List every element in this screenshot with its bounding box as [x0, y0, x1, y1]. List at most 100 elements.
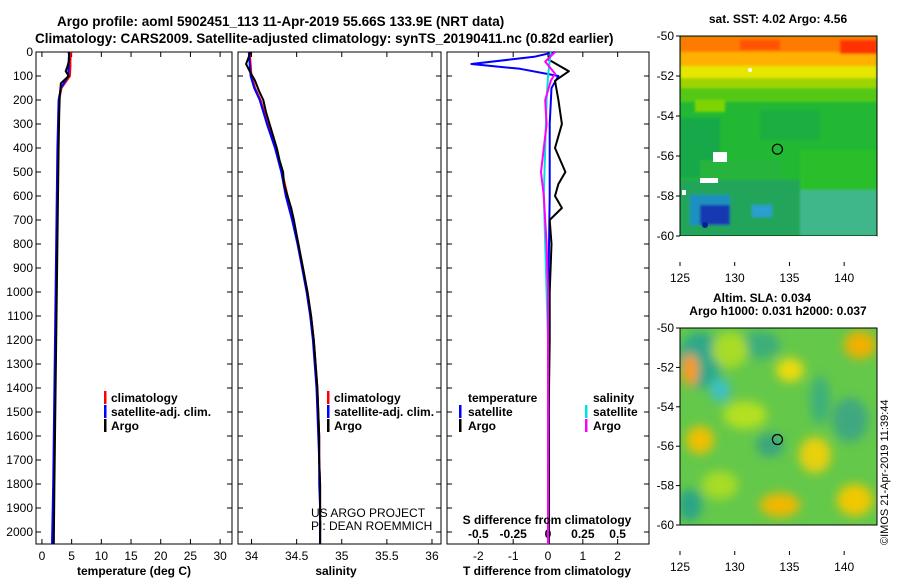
difference-panel: -2 -1 0 1 2 -0.5 -0.25 0 0.25 0.5 S difference f…	[446, 51, 650, 578]
x-tick-label: 1	[579, 549, 586, 563]
depth-tick-label: 1500	[6, 405, 33, 419]
legend-swatch-sal-argo	[585, 419, 588, 432]
salinity-axis-label: salinity	[315, 564, 357, 578]
legend-swatch-argo	[104, 419, 107, 432]
depth-tick-label: 2000	[6, 525, 33, 539]
s-difference-tick-label: 0.25	[571, 527, 595, 541]
x-tick-label: 25	[184, 549, 198, 563]
x-tick-label: 0	[545, 549, 552, 563]
sla-map-subtitle: Argo h1000: 0.031 h2000: 0.037	[689, 304, 867, 318]
temperature-legend: climatology satellite-adj. clim. Argo	[104, 391, 211, 433]
salinity-legend: climatology satellite-adj. clim. Argo	[327, 391, 434, 433]
legend-title-temperature: temperature	[468, 391, 538, 405]
depth-tick-label: 1400	[6, 381, 33, 395]
lat-tick-label: -52	[657, 360, 675, 374]
temperature-axis-ticks: 0 5 10 15 20 25 30	[39, 52, 227, 563]
sla-longitude-ticks: 125 130 135 140	[670, 551, 854, 574]
s-difference-tick-label: -0.5	[468, 527, 489, 541]
x-tick-label: 36	[425, 549, 439, 563]
lon-tick-label: 130	[725, 560, 745, 574]
difference-legend: temperature satellite Argo salinity sate…	[459, 391, 638, 433]
lat-tick-label: -60	[657, 518, 675, 532]
depth-tick-label: 500	[13, 165, 33, 179]
lat-tick-label: -54	[657, 400, 675, 414]
depth-tick-label: 300	[13, 117, 33, 131]
header-title-line-2: Climatology: CARS2009. Satellite-adjuste…	[35, 31, 613, 46]
salinity-panel: 34 34.5 35 35.5 36 salinity climatology sate…	[237, 51, 442, 578]
sst-map-blank-strip	[680, 236, 877, 266]
depth-tick-label: 700	[13, 213, 33, 227]
series-line-salinity-argo	[540, 51, 556, 544]
depth-tick-label: 200	[13, 93, 33, 107]
legend-label-temp-satellite: satellite	[468, 405, 513, 419]
legend-swatch-sal-satellite	[585, 405, 588, 418]
series-line-climatology	[248, 51, 322, 544]
x-tick-label: 34.5	[285, 549, 309, 563]
legend-swatch-satellite	[327, 405, 330, 418]
series-line-satellite-adj-clim-	[51, 51, 71, 545]
legend-title-salinity: salinity	[593, 391, 635, 405]
salinity-depth-ticks	[238, 51, 441, 533]
salinity-profile-lines	[245, 51, 322, 544]
legend-label-sal-argo: Argo	[593, 419, 621, 433]
lon-tick-label: 135	[779, 560, 799, 574]
sst-map-title: sat. SST: 4.02 Argo: 4.56	[709, 12, 848, 26]
x-tick-label: 20	[154, 549, 168, 563]
temperature-profile-lines	[51, 51, 72, 545]
imos-credit: ©IMOS 21-Apr-2019 11:39:44	[879, 400, 891, 545]
x-tick-label: 34	[245, 549, 259, 563]
sla-map-title: Altim. SLA: 0.034	[713, 291, 811, 305]
legend-label-climatology: climatology	[111, 391, 178, 405]
depth-tick-label: 1700	[6, 453, 33, 467]
sla-map-panel: Altim. SLA: 0.034 Argo h1000: 0.031 h200…	[657, 291, 878, 574]
temperature-panel: 0100200300400500600700800900100011001200…	[6, 45, 233, 578]
sst-longitude-ticks: 125 130 135 140	[670, 262, 854, 285]
depth-tick-label: 1300	[6, 357, 33, 371]
salinity-plot-frame	[237, 51, 442, 545]
series-line-argo	[52, 51, 71, 545]
depth-tick-label: 100	[13, 69, 33, 83]
sla-heatmap	[680, 328, 877, 525]
legend-label-temp-argo: Argo	[468, 419, 496, 433]
header-title-line-1: Argo profile: aoml 5902451_113 11-Apr-20…	[57, 14, 504, 29]
x-tick-label: 0	[39, 549, 46, 563]
legend-label-satellite: satellite-adj. clim.	[334, 405, 434, 419]
t-difference-axis-label: T difference from climatology	[463, 564, 631, 578]
s-difference-title: S difference from climatology	[463, 513, 632, 527]
sla-argo-location-marker	[771, 433, 784, 446]
lat-tick-label: -52	[657, 69, 675, 83]
depth-tick-label: 900	[13, 261, 33, 275]
legend-swatch-temp-argo	[459, 419, 462, 432]
lat-tick-label: -58	[657, 189, 675, 203]
depth-axis-ticks: 0 100 200 300 400 500 600 700 800 900 1000 1100 1200…	[6, 45, 232, 539]
depth-tick-label: 800	[13, 237, 33, 251]
sst-map-panel: sat. SST: 4.02 Argo: 4.56	[657, 12, 878, 285]
legend-label-argo: Argo	[111, 419, 139, 433]
sst-latitude-ticks: -50 -52 -54 -56 -58 -60	[657, 29, 680, 243]
lon-tick-label: 125	[670, 560, 690, 574]
credit-pi: PI: DEAN ROEMMICH	[311, 519, 432, 533]
sla-latitude-ticks: -50 -52 -54 -56 -58 -60	[657, 321, 680, 532]
lat-tick-label: -58	[657, 479, 675, 493]
x-tick-label: 15	[124, 549, 138, 563]
x-tick-label: 35.5	[375, 549, 399, 563]
legend-swatch-climatology	[327, 391, 330, 404]
lat-tick-label: -54	[657, 109, 675, 123]
x-tick-label: 5	[68, 549, 75, 563]
x-tick-label: -1	[508, 549, 519, 563]
sst-heatmap	[680, 36, 877, 236]
lon-tick-label: 130	[725, 271, 745, 285]
difference-profile-lines	[470, 51, 570, 545]
lon-tick-label: 125	[670, 271, 690, 285]
s-difference-tick-label: 0.5	[609, 527, 626, 541]
series-line-argo	[245, 51, 322, 544]
depth-tick-label: 1900	[6, 501, 33, 515]
depth-tick-label: 400	[13, 141, 33, 155]
depth-tick-label: 1800	[6, 477, 33, 491]
series-line-temperature-argo	[547, 51, 570, 545]
depth-tick-label: 1200	[6, 333, 33, 347]
lon-tick-label: 140	[834, 560, 854, 574]
depth-tick-label: 600	[13, 189, 33, 203]
lat-tick-label: -60	[657, 229, 675, 243]
